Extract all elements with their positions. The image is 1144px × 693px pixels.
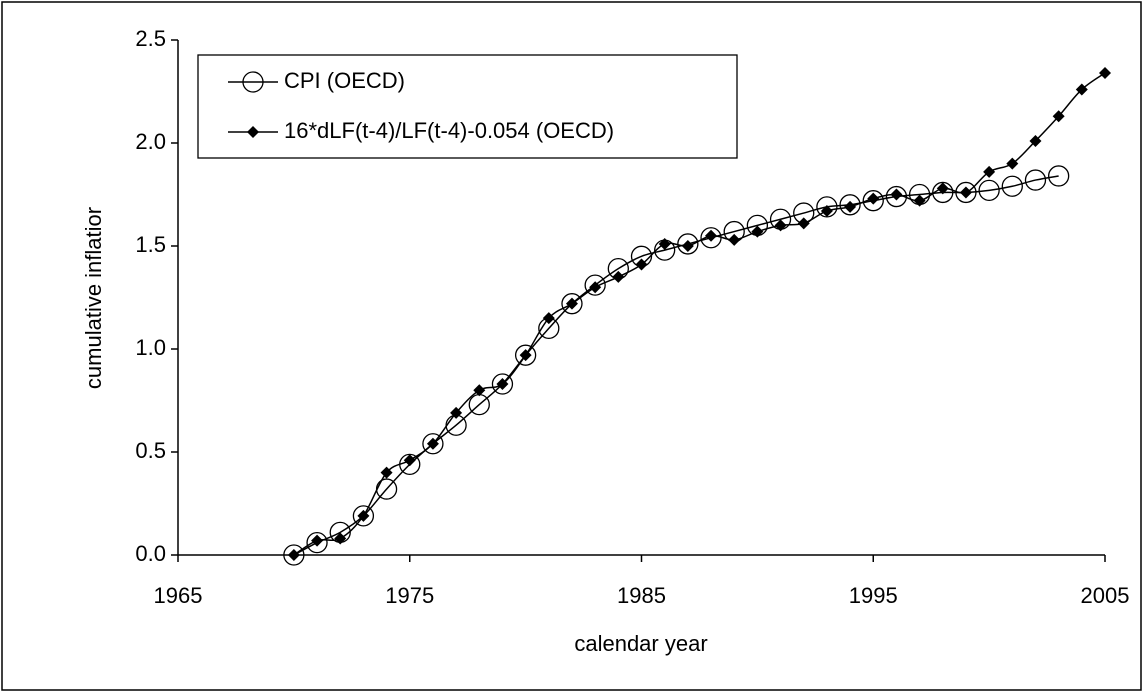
data-point (885, 185, 908, 208)
data-point (839, 194, 861, 216)
data-point (955, 181, 977, 204)
legend-marker (247, 126, 259, 138)
data-point (519, 349, 532, 362)
data-point (334, 532, 347, 545)
x-tick-label: 1985 (617, 583, 666, 608)
x-axis-label: calendar year (574, 631, 707, 656)
data-point (589, 281, 602, 294)
data-point (1006, 157, 1019, 170)
data-point (978, 179, 1000, 202)
data-point (867, 192, 880, 205)
data-point (844, 200, 857, 213)
legend-label: 16*dLF(t-4)/LF(t-4)-0.054 (OECD) (284, 118, 614, 143)
data-point (705, 229, 718, 242)
y-tick-label: 2.5 (135, 26, 166, 51)
x-tick-label: 1995 (849, 583, 898, 608)
data-point (450, 406, 463, 419)
data-point (983, 165, 996, 178)
data-point (426, 437, 439, 450)
y-tick-label: 1.5 (135, 232, 166, 257)
data-point (658, 237, 671, 250)
data-point (635, 258, 648, 271)
data-point (612, 270, 625, 283)
x-tick-label: 2005 (1081, 583, 1130, 608)
y-tick-label: 0.0 (135, 541, 166, 566)
data-point (913, 194, 926, 207)
data-point (306, 531, 328, 554)
data-point (751, 225, 764, 238)
legend-label: CPI (OECD) (284, 68, 405, 93)
data-point (491, 373, 514, 395)
y-tick-label: 2.0 (135, 129, 166, 154)
data-point (820, 204, 833, 217)
data-point (1075, 83, 1088, 96)
data-point (380, 466, 393, 479)
data-point (584, 274, 606, 296)
data-point (352, 505, 375, 527)
data-point (681, 240, 694, 252)
y-axis-label: cumulative inflatior (81, 207, 106, 389)
legend-marker (242, 71, 264, 93)
data-point (496, 378, 509, 391)
data-point (1029, 134, 1042, 147)
data-point (357, 509, 370, 522)
data-point (287, 549, 300, 561)
data-point (473, 384, 486, 397)
data-point (514, 344, 537, 366)
data-point (862, 190, 884, 212)
legend-box (197, 54, 738, 159)
data-point (774, 219, 787, 232)
data-point (728, 233, 741, 246)
y-tick-label: 1.0 (135, 335, 166, 360)
data-point (1052, 110, 1065, 123)
y-tick-label: 0.5 (135, 438, 166, 463)
data-point (1001, 175, 1023, 197)
data-point (890, 188, 903, 201)
x-tick-label: 1965 (154, 583, 203, 608)
data-point (959, 186, 972, 199)
data-point (1024, 169, 1047, 191)
data-point (403, 454, 416, 467)
x-tick-label: 1975 (385, 583, 434, 608)
data-point (311, 534, 324, 547)
data-point (565, 297, 578, 310)
data-point (677, 233, 699, 255)
data-point (422, 433, 444, 455)
data-point (1048, 165, 1070, 187)
data-point (561, 293, 583, 315)
data-point (1099, 66, 1111, 79)
data-point (542, 312, 555, 325)
data-point (936, 182, 949, 195)
data-point (797, 217, 810, 230)
data-point (283, 544, 305, 566)
